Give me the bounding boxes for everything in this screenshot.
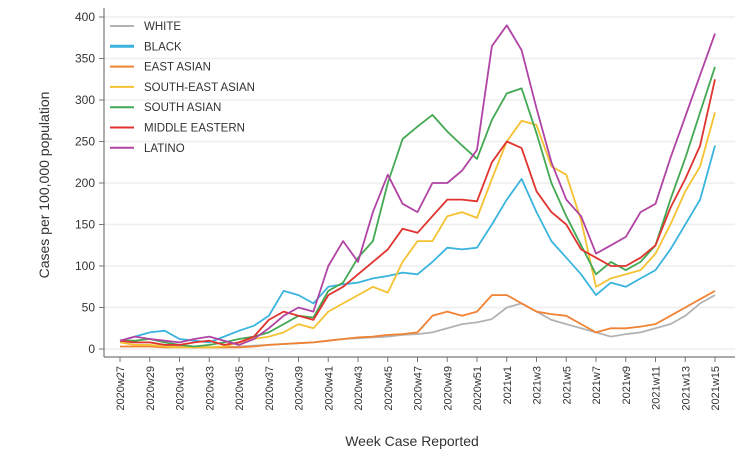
- x-tick-label: 2021w1: [502, 366, 514, 405]
- x-tick-label: 2021w7: [591, 366, 603, 405]
- x-tick-label: 2020w47: [413, 366, 425, 411]
- x-tick-label: 2021w13: [680, 366, 692, 411]
- series-line-black: [119, 145, 716, 344]
- x-tick-label: 2020w39: [294, 366, 306, 411]
- legend-label: LATINO: [144, 143, 185, 155]
- x-tick-label: 2020w35: [234, 366, 246, 411]
- legend-label: WHITE: [144, 21, 181, 33]
- y-tick-label: 0: [88, 342, 95, 356]
- legend-label: EAST ASIAN: [144, 62, 211, 74]
- x-tick-label: 2020w29: [145, 366, 157, 411]
- x-axis-label: Week Case Reported: [345, 433, 479, 449]
- x-tick-label: 2020w49: [442, 366, 454, 411]
- x-tick-label: 2020w27: [115, 366, 127, 411]
- series-line-east-asian: [120, 290, 716, 349]
- y-tick-label: 200: [75, 176, 95, 190]
- x-tick-label: 2020w45: [383, 366, 395, 411]
- x-tick-label: 2021w11: [651, 366, 663, 410]
- y-tick-label: 100: [75, 259, 95, 273]
- legend-label: SOUTH ASIAN: [144, 102, 221, 114]
- y-tick-label: 400: [75, 10, 95, 24]
- legend-label: SOUTH-EAST ASIAN: [144, 82, 255, 94]
- x-tick-label: 2021w3: [532, 366, 544, 405]
- x-tick-label: 2020w31: [175, 366, 187, 411]
- x-tick-label: 2021w15: [710, 366, 722, 411]
- y-axis-label: Cases per 100,000 population: [36, 92, 52, 279]
- series-line-latino: [119, 24, 716, 346]
- x-tick-label: 2020w37: [264, 366, 276, 411]
- series-line-white: [120, 294, 716, 349]
- x-tick-label: 2020w41: [323, 366, 335, 411]
- y-tick-label: 350: [75, 52, 95, 66]
- series-line-south-east-asian: [119, 112, 716, 349]
- legend-label: BLACK: [144, 41, 182, 53]
- y-tick-label: 50: [82, 301, 96, 315]
- legend-label: MIDDLE EASTERN: [144, 123, 245, 135]
- series-line-middle-eastern: [119, 79, 716, 346]
- x-tick-label: 2020w43: [353, 366, 365, 411]
- x-tick-label: 2020w51: [472, 366, 484, 411]
- y-tick-label: 150: [75, 218, 95, 232]
- y-tick-label: 300: [75, 93, 95, 107]
- y-tick-label: 250: [75, 135, 95, 149]
- x-tick-label: 2021w9: [621, 366, 633, 405]
- x-tick-label: 2020w33: [204, 366, 216, 411]
- x-tick-label: 2021w5: [561, 366, 573, 405]
